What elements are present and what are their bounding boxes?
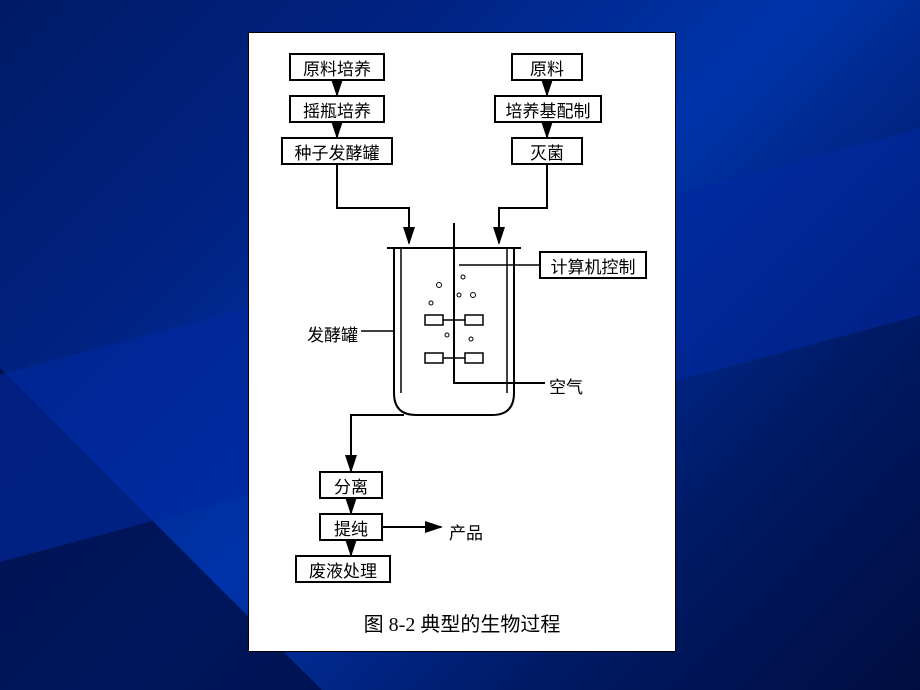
- figure-caption: 图 8-2 典型的生物过程: [249, 608, 675, 637]
- flow-svg: [249, 33, 677, 633]
- diagram-panel: 原料培养 摇瓶培养 种子发酵罐 原料 培养基配制 灭菌 计算机控制 分离 提纯 …: [248, 32, 676, 652]
